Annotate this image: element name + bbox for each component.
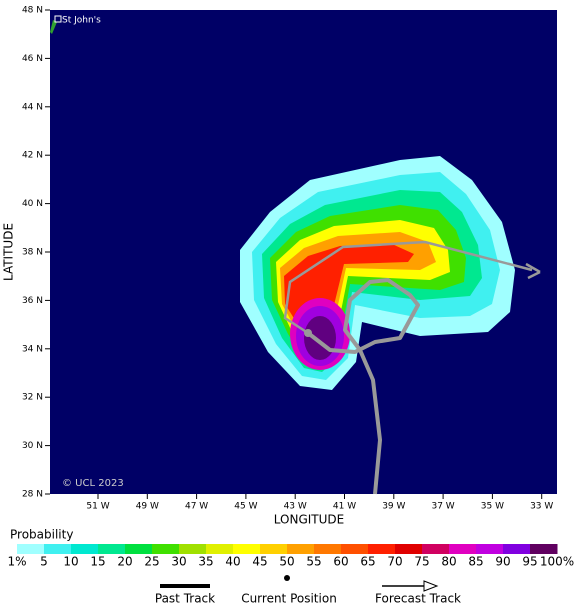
y-tick-label: 40 N	[22, 199, 43, 209]
x-tick-label: 39 W	[382, 502, 405, 512]
colorbar-swatch	[98, 544, 126, 554]
colorbar-label: 55	[306, 555, 321, 569]
legend-label: Current Position	[241, 592, 337, 606]
forecast-track	[283, 240, 533, 335]
forecast-arrow-key	[423, 580, 439, 592]
colorbar-swatch	[152, 544, 180, 554]
colorbar-swatch	[71, 544, 99, 554]
y-tick-label: 42 N	[22, 151, 43, 161]
current-position-key	[284, 575, 290, 581]
x-tick-label: 47 W	[185, 502, 208, 512]
y-axis-label: LATITUDE	[2, 223, 16, 281]
colorbar-label: 35	[198, 555, 213, 569]
y-tick-label: 48 N	[22, 6, 43, 16]
colorbar-label: 40	[225, 555, 240, 569]
x-tick-label: 41 W	[333, 502, 356, 512]
x-tick-label: 37 W	[431, 502, 454, 512]
legend-label: Past Track	[155, 592, 215, 606]
colorbar-swatch	[206, 544, 234, 554]
colorbar-label: 75	[414, 555, 429, 569]
colorbar-swatch	[395, 544, 423, 554]
y-tick-label: 46 N	[22, 54, 43, 64]
x-tick-label: 35 W	[481, 502, 504, 512]
copyright: © UCL 2023	[62, 478, 124, 489]
current-position	[304, 329, 312, 337]
y-tick-label: 28 N	[22, 490, 43, 500]
y-tick-label: 36 N	[22, 296, 43, 306]
colorbar-swatch	[125, 544, 153, 554]
colorbar-label: 25	[144, 555, 159, 569]
y-tick-label: 44 N	[22, 102, 43, 112]
colorbar-label: 80	[441, 555, 456, 569]
colorbar-swatch	[422, 544, 450, 554]
colorbar-label: 70	[387, 555, 402, 569]
colorbar-swatch	[179, 544, 207, 554]
y-tick-label: 34 N	[22, 344, 43, 354]
x-tick-label: 43 W	[284, 502, 307, 512]
colorbar-swatch	[503, 544, 531, 554]
x-tick-label: 45 W	[234, 502, 257, 512]
colorbar-label: 85	[468, 555, 483, 569]
x-tick-label: 51 W	[86, 502, 109, 512]
colorbar-swatch	[449, 544, 477, 554]
y-tick-label: 38 N	[22, 248, 43, 258]
y-tick-label: 32 N	[22, 393, 43, 403]
colorbar-swatch	[476, 544, 504, 554]
colorbar-swatch	[368, 544, 396, 554]
colorbar-label: 50	[279, 555, 294, 569]
legend-label: Forecast Track	[375, 592, 461, 606]
city-marker	[54, 15, 62, 23]
colorbar-label: 10	[63, 555, 78, 569]
colorbar-label: 30	[171, 555, 186, 569]
colorbar-swatch	[44, 544, 72, 554]
forecast-arrow	[525, 262, 541, 280]
x-axis-label: LONGITUDE	[274, 513, 344, 527]
x-tick-label: 33 W	[530, 502, 553, 512]
colorbar-swatch	[233, 544, 261, 554]
colorbar-swatch	[530, 544, 558, 554]
colorbar-swatch	[17, 544, 45, 554]
colorbar-swatch	[341, 544, 369, 554]
colorbar-label: 95	[522, 555, 537, 569]
colorbar-label: 60	[333, 555, 348, 569]
colorbar-label: 15	[90, 555, 105, 569]
city-label: St John's	[62, 16, 101, 26]
colorbar-label: 45	[252, 555, 267, 569]
x-tick-label: 49 W	[136, 502, 159, 512]
colorbar-label: 90	[495, 555, 510, 569]
colorbar-title: Probability	[10, 528, 73, 542]
past-track	[306, 278, 420, 495]
colorbar-label: 5	[40, 555, 48, 569]
colorbar-swatch	[260, 544, 288, 554]
colorbar-label: 100%	[540, 555, 574, 569]
colorbar-label: 20	[117, 555, 132, 569]
colorbar-label: 65	[360, 555, 375, 569]
colorbar-swatch	[287, 544, 315, 554]
land	[50, 20, 57, 34]
colorbar-label: 1%	[7, 555, 26, 569]
y-tick-label: 30 N	[22, 441, 43, 451]
colorbar-swatch	[314, 544, 342, 554]
